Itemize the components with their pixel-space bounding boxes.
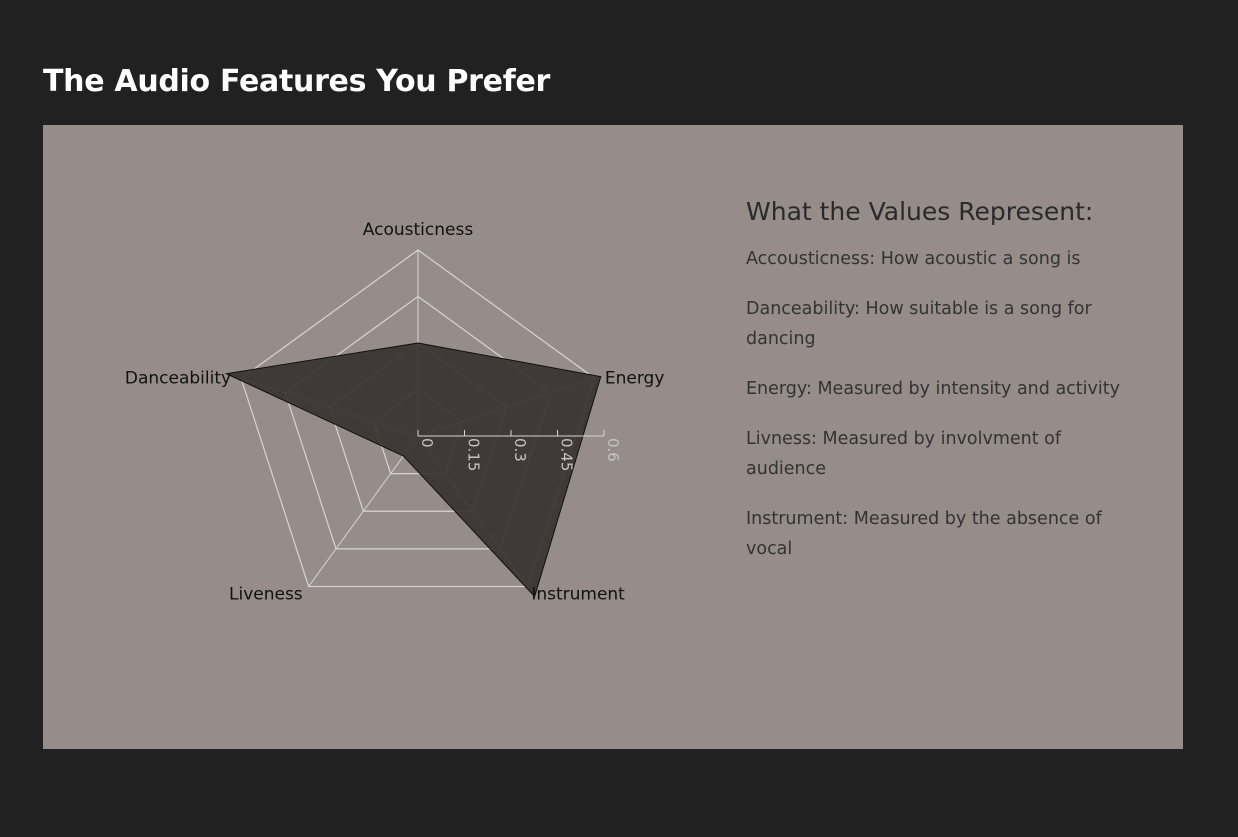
axis-label: Energy bbox=[605, 369, 665, 389]
legend-item-liveness: Livness: Measured by involvment of audie… bbox=[746, 429, 1062, 479]
axis-label: Instrument bbox=[531, 584, 625, 604]
legend-panel: What the Values Represent: Accousticness… bbox=[746, 197, 1146, 584]
axis-label: Danceability bbox=[125, 369, 231, 389]
tick-label: 0.45 bbox=[558, 438, 576, 471]
page-title: The Audio Features You Prefer bbox=[43, 64, 551, 99]
tick-label: 0.15 bbox=[465, 438, 483, 471]
chart-panel: 0 0.15 0.3 0.45 0.6 Acousticness Energy Instrum… bbox=[43, 125, 1183, 749]
legend-list: Accousticness: How acoustic a song is Da… bbox=[746, 244, 1146, 564]
legend-heading: What the Values Represent: bbox=[746, 197, 1094, 226]
tick-label: 0 bbox=[418, 438, 436, 448]
legend-item-acousticness: Accousticness: How acoustic a song is bbox=[746, 249, 1081, 269]
axis-label: Liveness bbox=[229, 584, 303, 604]
grid-ring-4 bbox=[240, 249, 596, 588]
data-area bbox=[224, 342, 602, 598]
radar-chart: 0 0.15 0.3 0.45 0.6 Acousticness Energy Instrum… bbox=[125, 220, 665, 604]
legend-item-danceability: Danceability: How suitable is a song for… bbox=[746, 299, 1092, 349]
axis-label: Acousticness bbox=[363, 220, 474, 240]
grid-spoke-3 bbox=[308, 435, 419, 587]
legend-item-instrument: Instrument: Measured by the absence of v… bbox=[746, 509, 1102, 559]
tick-label: 0.6 bbox=[604, 438, 622, 462]
tick-label: 0.3 bbox=[511, 438, 529, 462]
legend-item-energy: Energy: Measured by intensity and activi… bbox=[746, 379, 1120, 399]
